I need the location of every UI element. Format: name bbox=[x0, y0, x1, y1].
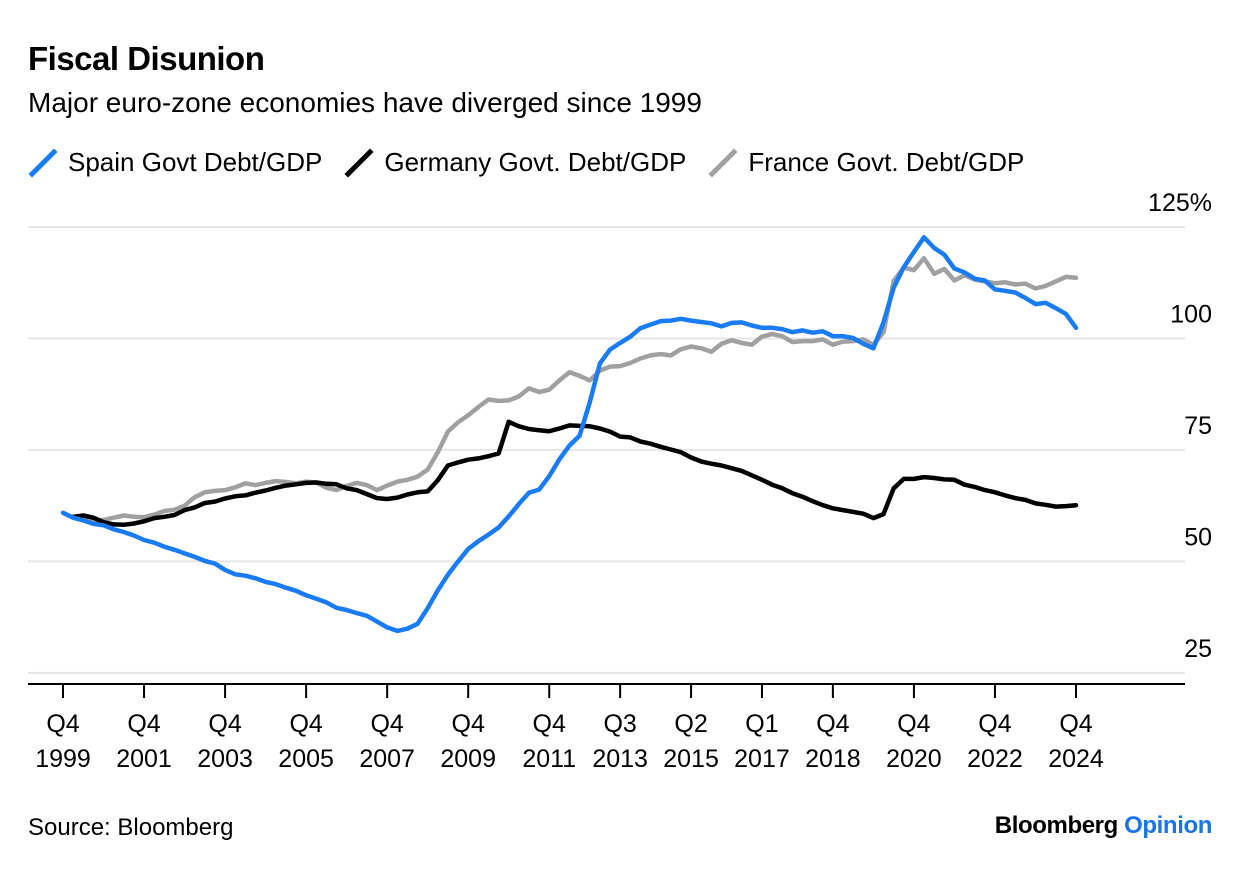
x-tick-label-year-10: 2018 bbox=[805, 745, 861, 773]
y-tick-label-50: 50 bbox=[1184, 523, 1212, 551]
series-line-spain bbox=[60, 235, 1079, 634]
brand-primary: Bloomberg bbox=[994, 812, 1118, 839]
y-tick-label-75: 75 bbox=[1184, 412, 1212, 440]
x-tick-label-year-6: 2011 bbox=[522, 745, 576, 773]
x-tick-label-quarter-12: Q4 bbox=[978, 710, 1011, 738]
legend-swatch-france-icon bbox=[708, 147, 738, 178]
chart-subtitle: Major euro-zone economies have diverged … bbox=[28, 87, 702, 118]
legend-label-germany: Germany Govt. Debt/GDP bbox=[384, 147, 687, 177]
x-tick-label-year-7: 2013 bbox=[592, 745, 648, 773]
x-tick-label-year-12: 2022 bbox=[967, 745, 1023, 773]
legend-item-spain: Spain Govt Debt/GDP bbox=[28, 147, 322, 178]
x-tick-label-quarter-1: Q4 bbox=[127, 710, 160, 738]
x-tick-label-quarter-13: Q4 bbox=[1059, 710, 1092, 738]
x-tick-label-year-0: 1999 bbox=[35, 745, 91, 773]
x-tick-label-quarter-10: Q4 bbox=[816, 710, 849, 738]
x-tick-label-year-2: 2003 bbox=[197, 745, 253, 773]
x-tick-label-quarter-9: Q1 bbox=[745, 710, 778, 738]
legend-swatch-germany-icon bbox=[344, 147, 374, 178]
y-tick-label-100: 100 bbox=[1170, 300, 1212, 328]
x-tick-label-year-13: 2024 bbox=[1048, 745, 1104, 773]
source-note: Source: Bloomberg bbox=[28, 814, 234, 841]
brand-secondary: Opinion bbox=[1124, 812, 1212, 839]
chart-title: Fiscal Disunion bbox=[28, 40, 265, 77]
x-tick-label-year-8: 2015 bbox=[663, 745, 719, 773]
x-tick-label-quarter-5: Q4 bbox=[452, 710, 485, 738]
series-line-germany bbox=[70, 419, 1079, 528]
x-tick-label-year-4: 2007 bbox=[359, 745, 415, 773]
series-line-france bbox=[70, 255, 1079, 524]
x-tick-label-year-3: 2005 bbox=[278, 745, 334, 773]
x-tick-label-quarter-7: Q3 bbox=[603, 710, 636, 738]
x-tick-label-quarter-4: Q4 bbox=[370, 710, 403, 738]
legend: Spain Govt Debt/GDP Germany Govt. Debt/G… bbox=[28, 147, 1046, 178]
x-tick-label-year-11: 2020 bbox=[886, 745, 942, 773]
brand-logo: Bloomberg Opinion bbox=[994, 812, 1213, 840]
legend-item-france: France Govt. Debt/GDP bbox=[708, 147, 1024, 178]
x-tick-label-quarter-8: Q2 bbox=[674, 710, 707, 738]
x-tick-label-year-1: 2001 bbox=[116, 745, 172, 773]
y-tick-label-125: 125% bbox=[1148, 189, 1212, 217]
x-tick-label-quarter-3: Q4 bbox=[289, 710, 322, 738]
legend-label-france: France Govt. Debt/GDP bbox=[748, 147, 1025, 177]
legend-item-germany: Germany Govt. Debt/GDP bbox=[344, 147, 686, 178]
x-tick-label-year-5: 2009 bbox=[440, 745, 496, 773]
x-tick-label-quarter-11: Q4 bbox=[897, 710, 930, 738]
x-tick-label-quarter-2: Q4 bbox=[208, 710, 241, 738]
x-tick-label-quarter-6: Q4 bbox=[533, 710, 566, 738]
legend-label-spain: Spain Govt Debt/GDP bbox=[68, 147, 323, 177]
x-tick-label-quarter-0: Q4 bbox=[46, 710, 79, 738]
y-tick-label-25: 25 bbox=[1184, 635, 1212, 663]
legend-swatch-spain-icon bbox=[28, 147, 58, 178]
x-tick-label-year-9: 2017 bbox=[734, 745, 790, 773]
